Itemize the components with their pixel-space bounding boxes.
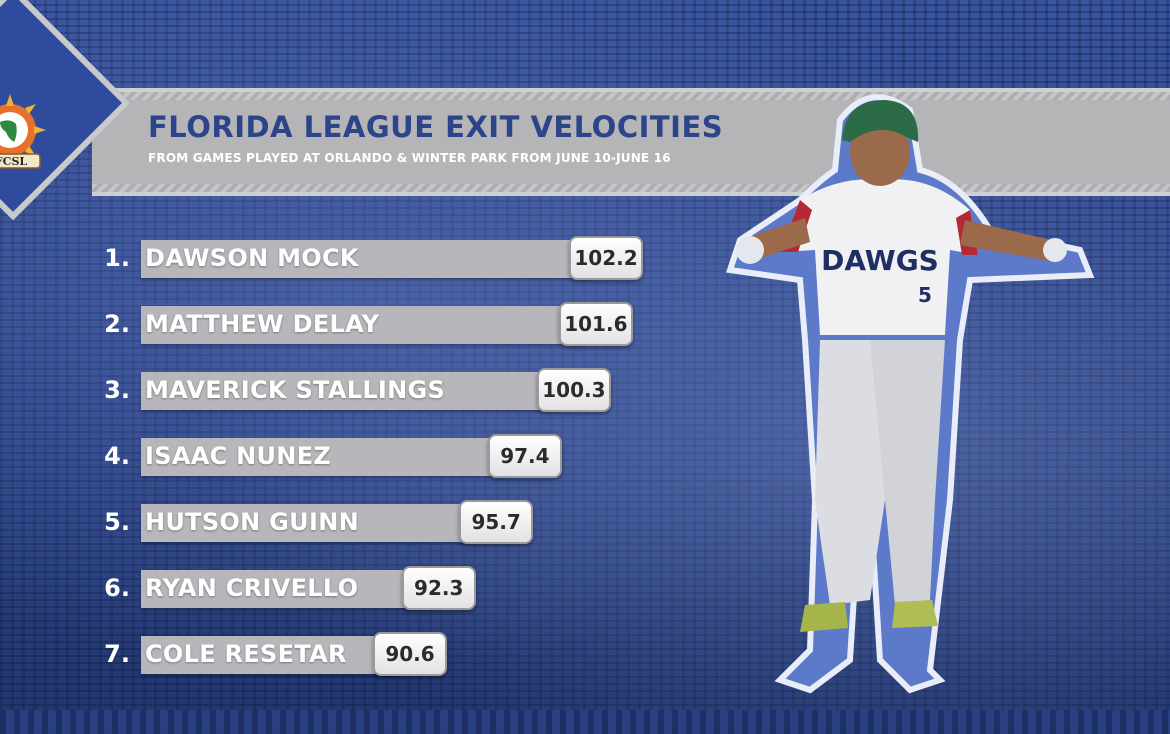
player-photo: DAWGS 5 <box>726 94 1095 694</box>
bar-category-label: ISAAC NUNEZ <box>145 442 332 470</box>
header-band-stripe-top <box>92 92 1170 100</box>
chart-title: FLORIDA LEAGUE EXIT VELOCITIES <box>148 110 724 144</box>
bar <box>141 372 559 410</box>
bar <box>141 240 591 278</box>
bar <box>141 570 424 608</box>
bar-category-label: MAVERICK STALLINGS <box>145 376 446 404</box>
header-band <box>92 88 1170 196</box>
bar-rank: 2. <box>104 310 130 338</box>
bar <box>141 306 581 344</box>
bar-value-label: 102.2 <box>569 236 643 280</box>
bar-rank: 4. <box>104 442 130 470</box>
jersey-text: DAWGS <box>821 244 939 277</box>
bar-rank: 1. <box>104 244 130 272</box>
bar <box>141 504 482 542</box>
bar-value-label: 97.4 <box>487 434 562 478</box>
jersey-number: 5 <box>918 283 932 307</box>
bar-value-label: 95.7 <box>459 500 534 544</box>
background-bottom-strip <box>0 710 1170 734</box>
chart-subtitle: FROM GAMES PLAYED AT ORLANDO & WINTER PA… <box>148 151 671 165</box>
bar-category-label: DAWSON MOCK <box>145 244 359 272</box>
bar-value-label: 100.3 <box>536 368 611 412</box>
player-shoes <box>800 600 938 632</box>
logo-text: FCSL <box>0 155 27 168</box>
bar-rank: 7. <box>104 640 130 668</box>
bar-value-label: 101.6 <box>558 302 633 346</box>
bar-category-label: COLE RESETAR <box>145 640 347 668</box>
bar <box>141 636 395 674</box>
bar <box>141 438 510 476</box>
bar-rank: 5. <box>104 508 130 536</box>
header-band-stripe-bottom <box>92 184 1170 192</box>
player-head <box>842 100 919 186</box>
bar-rank: 3. <box>104 376 130 404</box>
player-arms <box>736 218 1067 264</box>
player-legs <box>815 340 945 605</box>
league-logo: FCSL <box>0 94 46 169</box>
bar-category-label: MATTHEW DELAY <box>145 310 380 338</box>
bar-value-label: 90.6 <box>373 632 447 676</box>
bar-value-label: 92.3 <box>401 566 476 610</box>
sun-icon <box>0 94 46 156</box>
bar-category-label: HUTSON GUINN <box>145 508 359 536</box>
bar-rank: 6. <box>104 574 130 602</box>
bar-category-label: RYAN CRIVELLO <box>145 574 359 602</box>
